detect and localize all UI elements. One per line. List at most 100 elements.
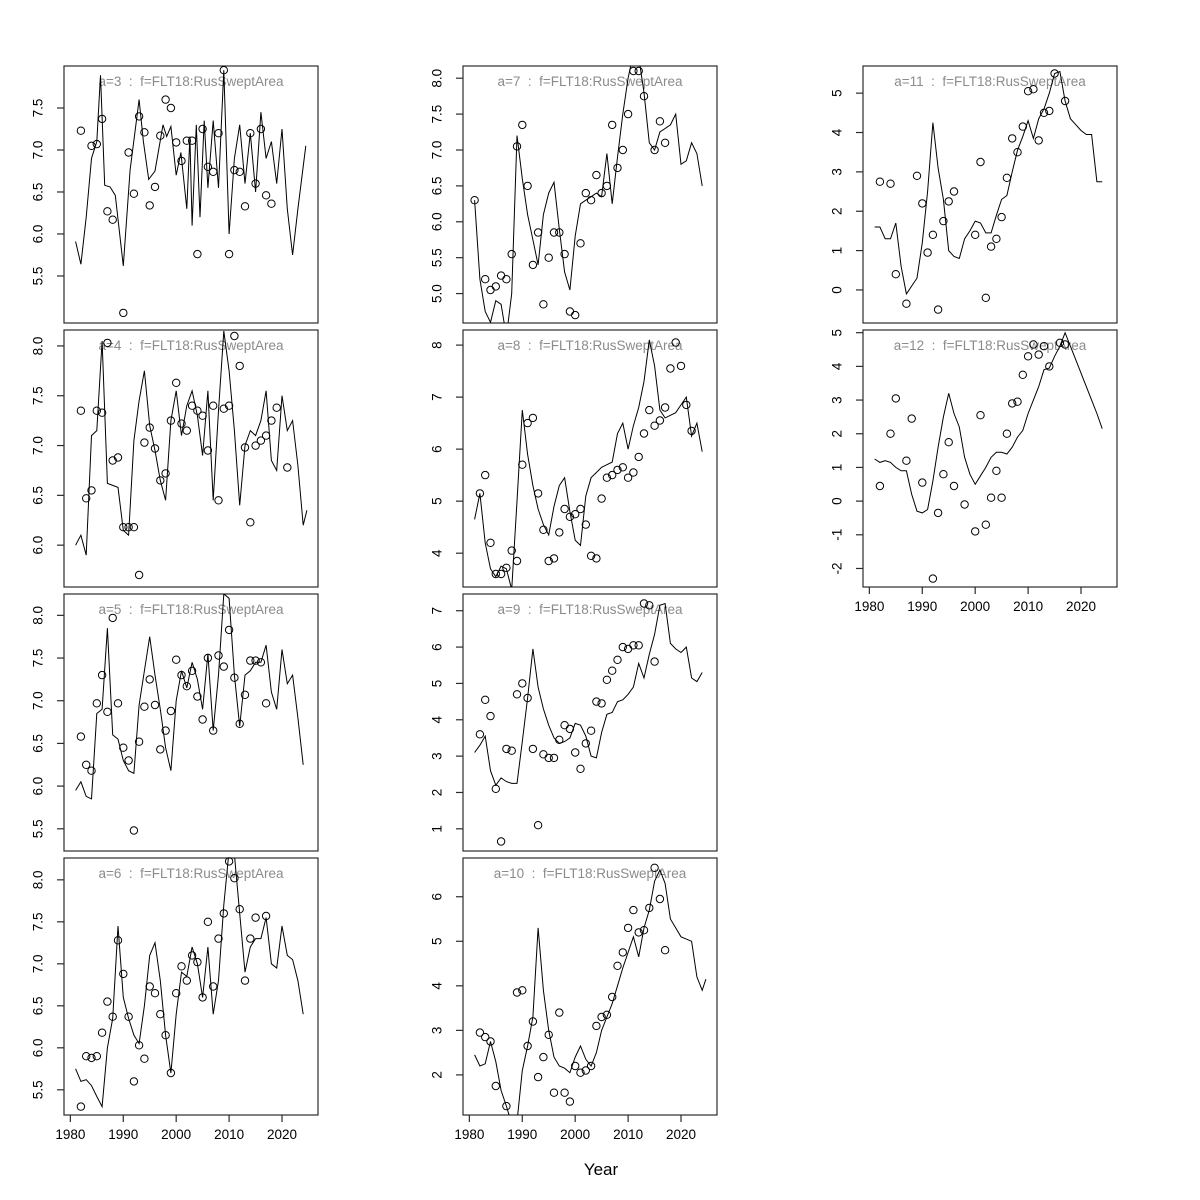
- observation-point: [918, 478, 927, 487]
- observation-point: [219, 909, 229, 918]
- observation-point: [629, 66, 638, 76]
- observation-point: [230, 673, 239, 682]
- y-axis-tick-label: 7.0: [31, 691, 46, 710]
- observation-point: [224, 625, 234, 635]
- observation-point: [623, 109, 633, 119]
- observation-point: [518, 460, 527, 469]
- model-fit-line: [75, 594, 304, 800]
- y-axis-tick-label: 5: [430, 680, 445, 688]
- observation-point: [518, 120, 527, 130]
- observation-point: [602, 473, 612, 482]
- model-fit-line: [75, 70, 307, 266]
- observation-point: [251, 913, 260, 922]
- observation-point: [187, 951, 197, 960]
- observation-point: [119, 523, 128, 532]
- observation-point: [235, 905, 244, 914]
- observation-point: [976, 411, 985, 420]
- observation-point: [193, 957, 202, 967]
- observation-point: [1045, 362, 1054, 371]
- observation-point: [203, 653, 213, 663]
- observation-point: [267, 199, 276, 208]
- panel-title: a=12 : f=FLT18:RusSweptArea: [894, 338, 1087, 353]
- observation-point: [219, 662, 229, 671]
- observation-point: [502, 275, 511, 284]
- observation-point: [533, 1072, 543, 1082]
- panel-border: [462, 857, 718, 1116]
- observation-point: [539, 300, 548, 309]
- observation-point: [645, 903, 654, 913]
- observation-point: [108, 215, 117, 224]
- x-axis-tick-label: 2000: [161, 1127, 191, 1142]
- observation-point: [491, 784, 500, 793]
- observation-point: [549, 554, 559, 563]
- observation-point: [177, 156, 186, 166]
- observation-point: [602, 1010, 612, 1019]
- observation-point: [997, 493, 1006, 502]
- model-fit-line: [874, 70, 1103, 296]
- model-fit-line: [474, 66, 703, 323]
- observation-point: [251, 656, 260, 665]
- observation-point: [1029, 340, 1038, 349]
- observation-point: [214, 651, 223, 660]
- observation-point: [1002, 173, 1012, 183]
- observation-point: [198, 124, 207, 134]
- observation-point: [629, 468, 638, 477]
- observation-point: [124, 756, 133, 765]
- observation-point: [512, 988, 522, 997]
- observation-point: [618, 463, 627, 472]
- y-axis-tick-label: 5.5: [31, 819, 46, 838]
- observation-point: [923, 248, 932, 257]
- observation-point: [92, 699, 102, 708]
- observation-point: [470, 196, 479, 205]
- observation-point: [902, 456, 911, 465]
- observation-point: [676, 361, 686, 371]
- panel-a7: a=7 : f=FLT18:RusSweptArea 5.0 5.5 6.0 6.5 7.…: [430, 65, 718, 324]
- observation-point: [549, 228, 559, 237]
- observation-point: [592, 554, 601, 563]
- observation-point: [108, 613, 117, 623]
- observation-point: [928, 574, 938, 583]
- y-axis-tick-label: 6: [430, 643, 445, 651]
- observation-point: [639, 926, 649, 935]
- observation-point: [1034, 350, 1043, 359]
- observation-point: [481, 275, 490, 284]
- observation-point: [560, 1088, 569, 1097]
- y-axis-tick-label: 7.0: [31, 436, 46, 455]
- observation-point: [671, 338, 680, 347]
- observation-point: [1034, 136, 1043, 145]
- observation-point: [246, 656, 255, 665]
- observation-point: [992, 234, 1001, 244]
- observation-point: [886, 429, 895, 438]
- observation-point: [592, 1021, 601, 1031]
- observation-point: [129, 826, 139, 835]
- observation-point: [613, 465, 622, 475]
- panel-title: a=9 : f=FLT18:RusSweptArea: [497, 602, 683, 617]
- observation-point: [602, 675, 612, 684]
- x-axis-tick-label: 1990: [108, 1127, 138, 1142]
- observation-point: [261, 699, 271, 708]
- observation-point: [507, 746, 516, 755]
- observation-point: [1018, 122, 1027, 131]
- observation-point: [230, 331, 239, 341]
- model-fit-line: [874, 331, 1103, 514]
- observation-point: [645, 601, 654, 610]
- observation-point: [613, 961, 622, 970]
- observation-point: [140, 1054, 149, 1063]
- observation-point: [576, 1068, 585, 1077]
- y-axis-tick-label: 7.5: [31, 912, 46, 931]
- observation-point: [103, 707, 112, 716]
- observation-point: [166, 706, 176, 716]
- observation-point: [544, 556, 553, 566]
- observation-point: [475, 1028, 485, 1037]
- observation-point: [182, 682, 192, 691]
- observation-point: [933, 508, 943, 518]
- observation-point: [177, 962, 186, 971]
- observation-point: [650, 657, 659, 666]
- observation-point: [209, 167, 218, 177]
- model-fit-line: [474, 339, 703, 587]
- panel-a3: a=3 : f=FLT18:RusSweptArea 5.5 6.0 6.5 7.0 7.…: [31, 65, 319, 324]
- observation-point: [119, 969, 128, 979]
- observation-point: [87, 766, 96, 775]
- observation-point: [235, 167, 244, 177]
